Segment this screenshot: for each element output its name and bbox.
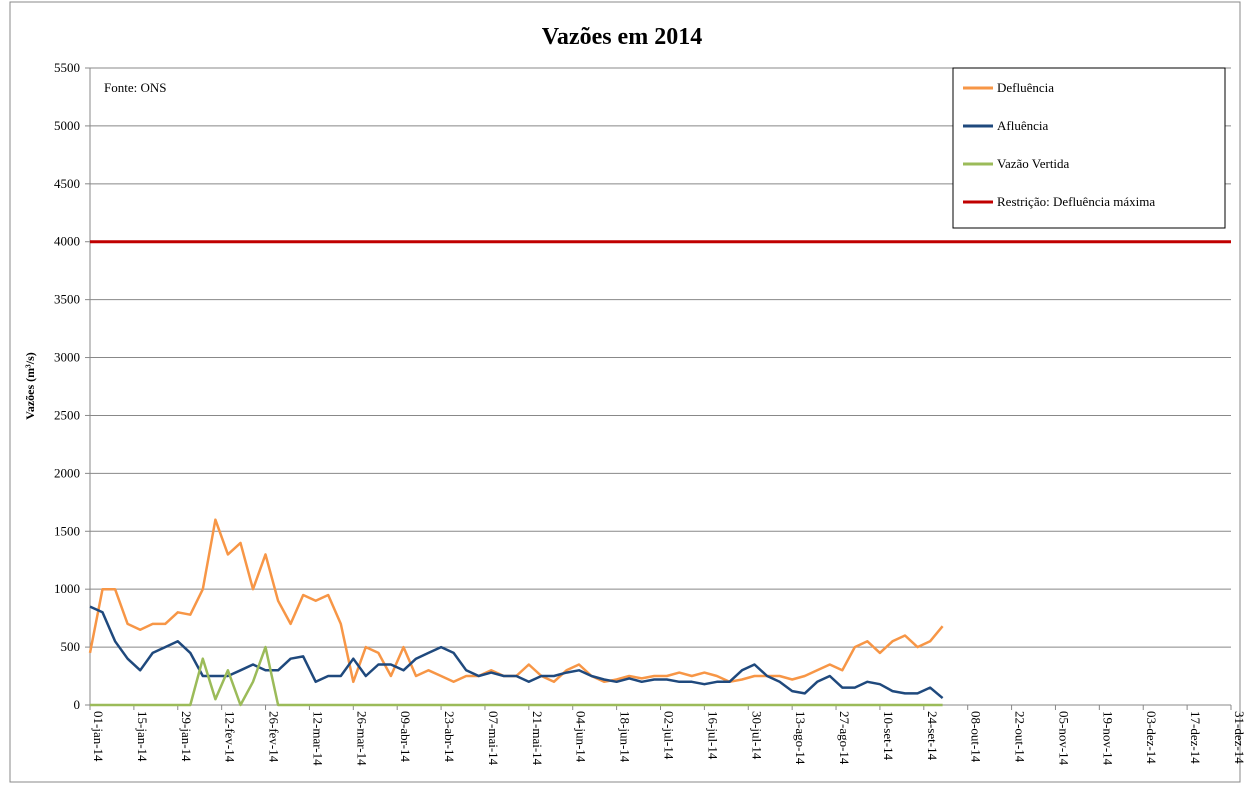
x-tick-label: 18-jun-14 xyxy=(618,711,633,763)
x-tick-label: 23-abr-14 xyxy=(442,711,457,762)
x-tick-label: 15-jan-14 xyxy=(135,711,150,762)
x-tick-label: 02-jul-14 xyxy=(662,711,677,760)
x-tick-label: 13-ago-14 xyxy=(793,711,808,765)
series-line xyxy=(90,645,943,707)
x-tick-label: 22-out-14 xyxy=(1013,711,1028,763)
y-tick-label: 5500 xyxy=(54,60,80,75)
x-tick-label: 24-set-14 xyxy=(925,711,940,761)
y-tick-label: 5000 xyxy=(54,118,80,133)
y-tick-label: 3500 xyxy=(54,292,80,307)
y-tick-label: 1000 xyxy=(54,581,80,596)
x-tick-label: 10-set-14 xyxy=(881,711,896,761)
x-tick-label: 17-dez-14 xyxy=(1188,711,1203,764)
x-tick-label: 26-mar-14 xyxy=(354,711,369,766)
legend-label: Vazão Vertida xyxy=(997,156,1070,171)
x-tick-label: 16-jul-14 xyxy=(705,711,720,760)
legend-box xyxy=(952,67,1226,229)
y-tick-label: 4000 xyxy=(54,234,80,249)
x-tick-label: 21-mai-14 xyxy=(530,711,545,766)
legend-label: Afluência xyxy=(997,118,1048,133)
x-tick-label: 19-nov-14 xyxy=(1100,711,1115,766)
y-tick-label: 500 xyxy=(61,639,81,654)
x-tick-label: 08-out-14 xyxy=(969,711,984,763)
x-tick-label: 27-ago-14 xyxy=(837,711,852,765)
y-tick-label: 3000 xyxy=(54,350,80,365)
x-tick-label: 30-jul-14 xyxy=(749,711,764,760)
x-tick-label: 31-dez-14 xyxy=(1232,711,1244,764)
legend-label: Restrição: Defluência máxima xyxy=(997,194,1155,209)
y-tick-label: 4500 xyxy=(54,176,80,191)
chart-title: Vazões em 2014 xyxy=(542,24,702,50)
y-tick-label: 2500 xyxy=(54,407,80,422)
x-tick-label: 12-fev-14 xyxy=(223,711,238,763)
annotation: Fonte: ONS xyxy=(104,80,166,95)
y-tick-label: 2000 xyxy=(54,465,80,480)
series-line xyxy=(89,605,944,700)
x-tick-label: 05-nov-14 xyxy=(1056,711,1071,766)
x-tick-label: 12-mar-14 xyxy=(310,711,325,766)
y-tick-label: 1500 xyxy=(54,523,80,538)
x-tick-label: 26-fev-14 xyxy=(267,711,282,763)
x-tick-label: 29-jan-14 xyxy=(179,711,194,762)
y-axis-label: Vazões (m³/s) xyxy=(23,352,37,419)
legend-label: Defluência xyxy=(997,80,1054,95)
x-tick-label: 09-abr-14 xyxy=(398,711,413,762)
x-tick-label: 03-dez-14 xyxy=(1144,711,1159,764)
x-tick-label: 01-jan-14 xyxy=(91,711,106,762)
x-tick-label: 07-mai-14 xyxy=(486,711,501,766)
x-tick-label: 04-jun-14 xyxy=(574,711,589,763)
y-tick-label: 0 xyxy=(74,697,81,712)
